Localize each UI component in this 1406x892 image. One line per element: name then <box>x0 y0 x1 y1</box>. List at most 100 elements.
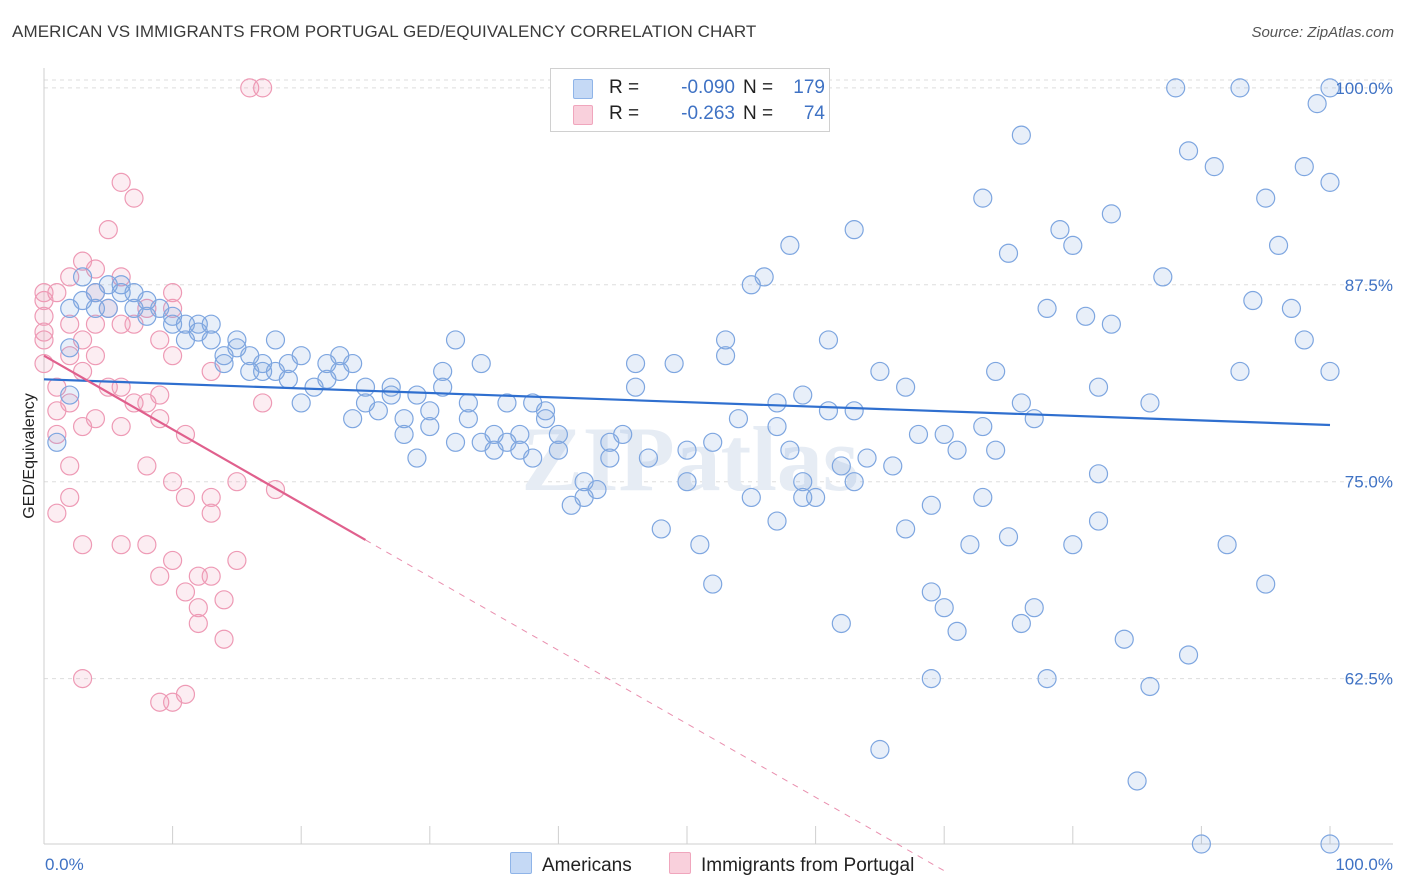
portugal-point-45 <box>150 385 170 405</box>
portugal-point-14 <box>60 393 80 413</box>
americans-point-51 <box>394 409 414 429</box>
portugal-point-63 <box>201 487 221 508</box>
americans-point-83 <box>613 424 633 445</box>
americans-point-109 <box>818 330 839 350</box>
y-tick-labels: 62.5% 75.0% 87.5% 100.0% <box>1335 79 1393 689</box>
americans-point-96 <box>728 409 749 429</box>
portugal-point-3 <box>34 322 54 342</box>
americans-point-50 <box>381 377 401 397</box>
y-tick-label-1: 75.0% <box>1345 473 1393 492</box>
americans-point-60 <box>445 330 466 350</box>
americans-point-126 <box>934 598 954 618</box>
portugal-point-15 <box>60 456 80 476</box>
americans-point-93 <box>703 574 723 594</box>
americans-point-168 <box>1256 188 1276 208</box>
americans-point-113 <box>844 472 864 492</box>
portugal-point-9 <box>47 503 67 523</box>
x-tick-label-100: 100.0% <box>1335 855 1393 874</box>
americans-point-127 <box>934 424 954 445</box>
americans-point-61 <box>458 409 478 429</box>
portugal-point-37 <box>124 188 144 208</box>
americans-point-86 <box>638 448 659 468</box>
bottom-legend-swatch-americans <box>510 852 532 874</box>
americans-point-157 <box>1140 393 1160 413</box>
portugal-point-42 <box>137 456 157 476</box>
americans-point-138 <box>1011 125 1031 145</box>
americans-point-135 <box>986 440 1006 460</box>
americans-point-48 <box>368 401 388 421</box>
americans-point-128 <box>947 621 967 641</box>
americans-point-112 <box>831 456 851 476</box>
americans-point-150 <box>1088 511 1109 531</box>
americans-point-44 <box>343 353 363 374</box>
americans-point-103 <box>780 440 800 460</box>
americans-point-71 <box>523 448 543 468</box>
americans-point-59 <box>445 432 466 452</box>
americans-point-62 <box>458 393 478 413</box>
portugal-point-26 <box>85 346 106 366</box>
portugal-point-56 <box>175 487 196 508</box>
americans-point-90 <box>677 472 697 492</box>
portugal-point-58 <box>175 684 196 704</box>
americans-point-92 <box>703 432 723 452</box>
americans-point-159 <box>1166 78 1186 98</box>
bottom-legend-americans: Americans <box>510 852 632 877</box>
americans-point-26 <box>214 353 234 374</box>
americans-point-84 <box>625 353 646 374</box>
americans-point-129 <box>947 440 967 460</box>
portugal-point-72 <box>253 393 273 413</box>
americans-point-97 <box>741 487 761 508</box>
portugal-point-57 <box>175 582 196 602</box>
portugal-point-27 <box>85 409 106 429</box>
americans-point-76 <box>548 440 569 460</box>
americans-point-1 <box>60 385 80 405</box>
americans-point-125 <box>921 495 941 515</box>
americans-point-67 <box>497 393 517 413</box>
portugal-point-52 <box>163 472 183 492</box>
portugal-trend-line-extension <box>365 539 945 872</box>
portugal-point-69 <box>227 550 247 571</box>
americans-point-64 <box>471 353 491 374</box>
americans-point-74 <box>535 401 556 421</box>
americans-point-161 <box>1178 141 1199 161</box>
americans-point-80 <box>587 479 607 500</box>
americans-point-118 <box>870 361 890 382</box>
legend-r-value-portugal: -0.263 <box>681 103 735 124</box>
americans-point-110 <box>818 401 839 421</box>
americans-point-132 <box>973 188 993 208</box>
americans-point-121 <box>896 377 916 397</box>
americans-point-153 <box>1101 204 1121 224</box>
americans-point-178 <box>1320 834 1340 854</box>
series-americans-points <box>47 78 1340 854</box>
americans-point-73 <box>535 409 556 429</box>
americans-point-166 <box>1230 78 1250 98</box>
americans-point-106 <box>793 472 813 492</box>
portugal-point-5 <box>34 353 54 374</box>
americans-point-141 <box>1024 409 1044 429</box>
americans-point-155 <box>1127 771 1147 791</box>
portugal-point-10 <box>47 283 67 303</box>
y-tick-label-3: 100.0% <box>1335 79 1393 98</box>
americans-point-173 <box>1294 157 1314 177</box>
americans-point-170 <box>1268 235 1289 256</box>
americans-point-176 <box>1320 172 1340 192</box>
portugal-point-36 <box>111 535 131 555</box>
americans-point-104 <box>780 235 800 256</box>
bottom-legend-swatch-portugal <box>669 852 691 874</box>
americans-point-8 <box>98 298 118 319</box>
americans-point-45 <box>343 409 363 429</box>
americans-point-54 <box>407 448 427 468</box>
americans-point-111 <box>831 613 851 634</box>
americans-point-156 <box>1140 676 1160 697</box>
series-portugal-points <box>34 78 286 712</box>
americans-point-119 <box>883 456 903 476</box>
portugal-point-65 <box>201 566 221 586</box>
americans-point-87 <box>651 519 671 539</box>
americans-point-56 <box>420 401 440 421</box>
legend-swatch-americans <box>573 79 593 99</box>
americans-point-95 <box>715 346 736 366</box>
y-axis-label: GED/Equivalency <box>21 393 38 518</box>
americans-point-131 <box>973 416 993 437</box>
americans-point-171 <box>1281 298 1302 319</box>
